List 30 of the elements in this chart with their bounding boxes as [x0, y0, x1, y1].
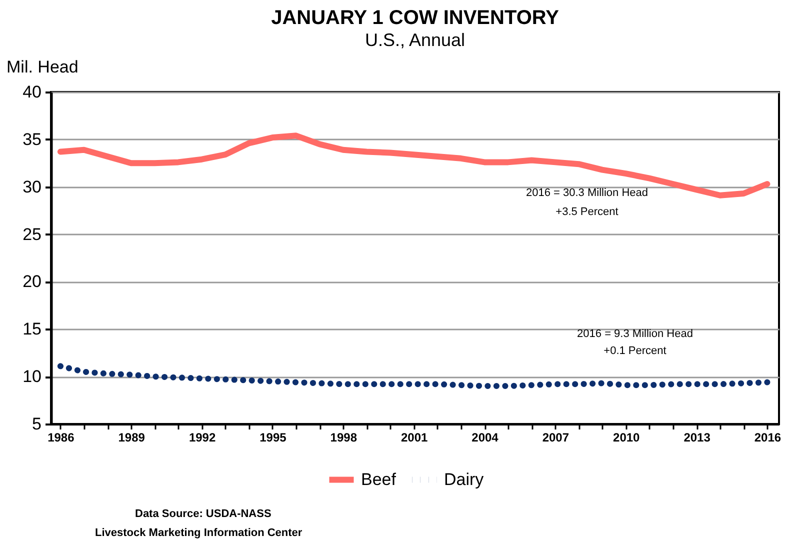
x-tick-label: 1995: [260, 430, 287, 444]
y-tick-label: 5: [32, 414, 42, 434]
x-tick-label: 1989: [118, 430, 146, 444]
x-tick-label: 2010: [613, 430, 640, 444]
legend-label: Dairy: [444, 470, 484, 489]
y-tick-label: 10: [22, 367, 42, 386]
source-note: Data Source: USDA-NASS: [135, 508, 272, 520]
legend-label: Beef: [361, 470, 396, 489]
x-tick-label: 2016: [754, 430, 782, 444]
annotation: +3.5 Percent: [556, 206, 618, 218]
y-tick-label: 20: [22, 272, 42, 292]
x-tick-label: 1986: [48, 430, 75, 444]
y-tick-label: 30: [22, 177, 42, 196]
y-axis-title: Mil. Head: [6, 58, 78, 76]
text: Livestock Marketing Information Center: [95, 527, 302, 539]
chart-title: JANUARY 1 COW INVENTORY: [271, 7, 560, 29]
x-tick-label: 2013: [684, 430, 711, 444]
x-tick-label: 2001: [400, 430, 428, 444]
y-tick-label: 40: [22, 82, 42, 102]
chart-subtitle: U.S., Annual: [364, 30, 466, 50]
x-tick-label: 2007: [542, 430, 570, 444]
annotation: 2016 = 9.3 Million Head: [577, 328, 693, 340]
x-tick-label: 1998: [330, 430, 358, 444]
x-tick-label: 2004: [472, 430, 499, 444]
y-tick-label: 25: [22, 224, 42, 244]
annotation: 2016 = 30.3 Million Head: [526, 187, 648, 199]
x-tick-label: 1992: [188, 430, 216, 444]
annotation: +0.1 Percent: [604, 345, 666, 357]
y-tick-label: 35: [22, 130, 42, 149]
y-tick-label: 15: [22, 320, 42, 339]
